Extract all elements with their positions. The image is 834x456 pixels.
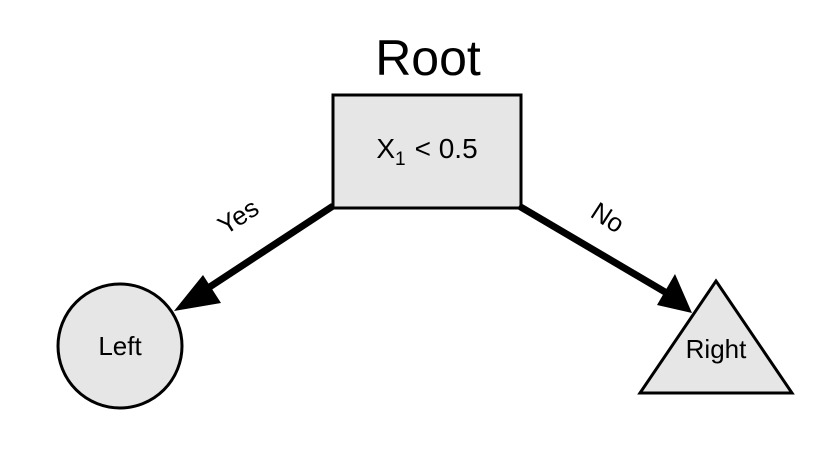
root-feature-subscript: 1 — [395, 149, 406, 170]
right-leaf-node: Right — [637, 278, 795, 395]
no-edge-line — [517, 202, 667, 296]
yes-edge-line — [200, 203, 335, 295]
no-edge: No — [517, 196, 692, 313]
yes-edge: Yes — [174, 192, 335, 311]
root-title: Root — [375, 30, 481, 86]
left-leaf-circle — [56, 282, 184, 410]
left-leaf-node: Left — [56, 282, 184, 410]
right-leaf-triangle — [637, 278, 795, 395]
right-leaf-label: Right — [686, 334, 747, 364]
root-feature-name: X — [376, 133, 395, 164]
root-condition-value: < 0.5 — [415, 133, 478, 164]
root-node: X1 < 0.5 — [331, 93, 523, 210]
left-leaf-label: Left — [98, 331, 142, 361]
no-edge-label: No — [586, 196, 630, 239]
no-edge-arrowhead — [657, 274, 692, 313]
yes-edge-arrowhead — [174, 275, 221, 311]
root-split-condition: X1 < 0.5 — [376, 133, 477, 170]
yes-edge-label: Yes — [212, 192, 264, 240]
root-node-box — [331, 93, 523, 210]
